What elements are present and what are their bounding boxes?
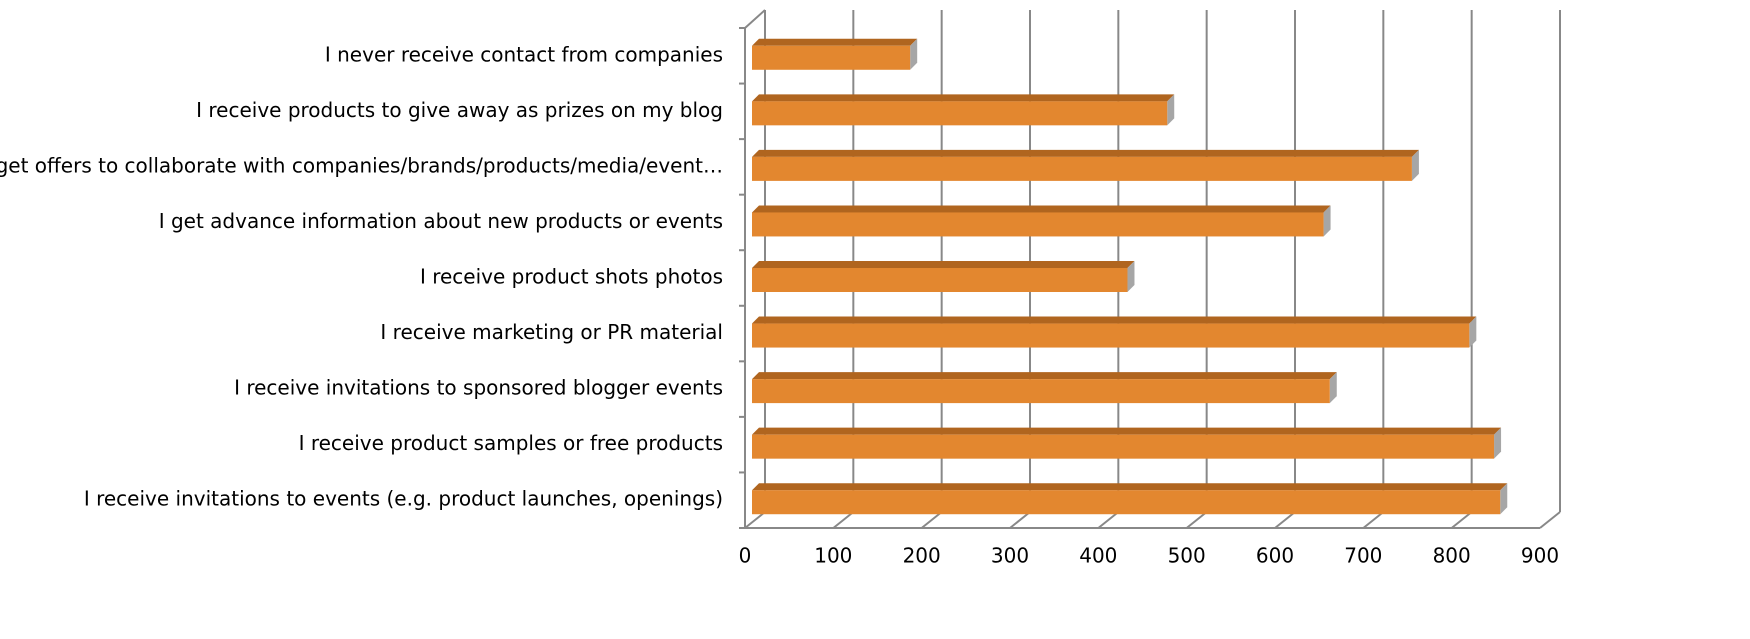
bar (752, 323, 1470, 348)
bar (752, 156, 1412, 181)
bar-top (752, 427, 1502, 435)
bar (752, 268, 1128, 292)
grid-line (744, 511, 766, 529)
grid-line (1097, 511, 1119, 529)
grid-line (1009, 511, 1031, 529)
bar (752, 45, 911, 70)
bar-side (1411, 149, 1419, 181)
y-tick-label: I receive invitations to events (e.g. pr… (84, 487, 723, 511)
bar-side (1323, 205, 1331, 237)
x-tick-label: 0 (739, 544, 752, 568)
bar-top (752, 372, 1337, 380)
grid-line (921, 511, 943, 529)
y-tick-label: I receive marketing or PR material (380, 320, 723, 344)
y-tick-label: I get advance information about new prod… (159, 209, 723, 233)
bar-side (1167, 94, 1175, 126)
y-tick-label: I receive products to give away as prize… (196, 98, 723, 122)
bar (752, 101, 1168, 126)
bar (752, 434, 1495, 459)
grid-line (1451, 511, 1473, 529)
x-tick-label: 100 (814, 544, 852, 568)
grid-line (1362, 511, 1384, 529)
bar (752, 490, 1501, 515)
y-tick-label: I receive invitations to sponsored blogg… (234, 376, 723, 400)
grid-line (1274, 511, 1296, 529)
bar-side (1329, 372, 1337, 404)
x-tick-label: 200 (903, 544, 941, 568)
axis-line (744, 9, 766, 29)
grid-line (1186, 511, 1208, 529)
y-tick-label: I get offers to collaborate with compani… (0, 153, 723, 177)
bar-side (1469, 316, 1477, 348)
bar-side (910, 38, 918, 70)
bar-top (752, 316, 1477, 324)
bar-top (752, 261, 1135, 268)
bar-top (752, 94, 1175, 102)
y-tick-label: I receive product shots photos (420, 265, 723, 289)
bar-side (1494, 427, 1502, 459)
y-tick-label: I receive product samples or free produc… (299, 431, 723, 455)
bar (752, 212, 1324, 237)
bar-top (752, 205, 1331, 213)
x-tick-label: 300 (991, 544, 1029, 568)
x-tick-label: 400 (1079, 544, 1117, 568)
x-tick-label: 800 (1433, 544, 1471, 568)
bar-top (752, 149, 1419, 157)
x-tick-label: 500 (1168, 544, 1206, 568)
bar-side (1500, 483, 1508, 515)
bar-top (752, 483, 1508, 491)
bar-top (752, 38, 918, 46)
grid-line (1539, 511, 1561, 529)
bar (752, 379, 1330, 404)
bar-side (1127, 261, 1135, 292)
x-tick-label: 600 (1256, 544, 1294, 568)
y-tick-label: I never receive contact from companies (325, 42, 723, 66)
x-tick-label: 900 (1521, 544, 1559, 568)
grid-line (832, 511, 854, 529)
x-tick-label: 700 (1344, 544, 1382, 568)
